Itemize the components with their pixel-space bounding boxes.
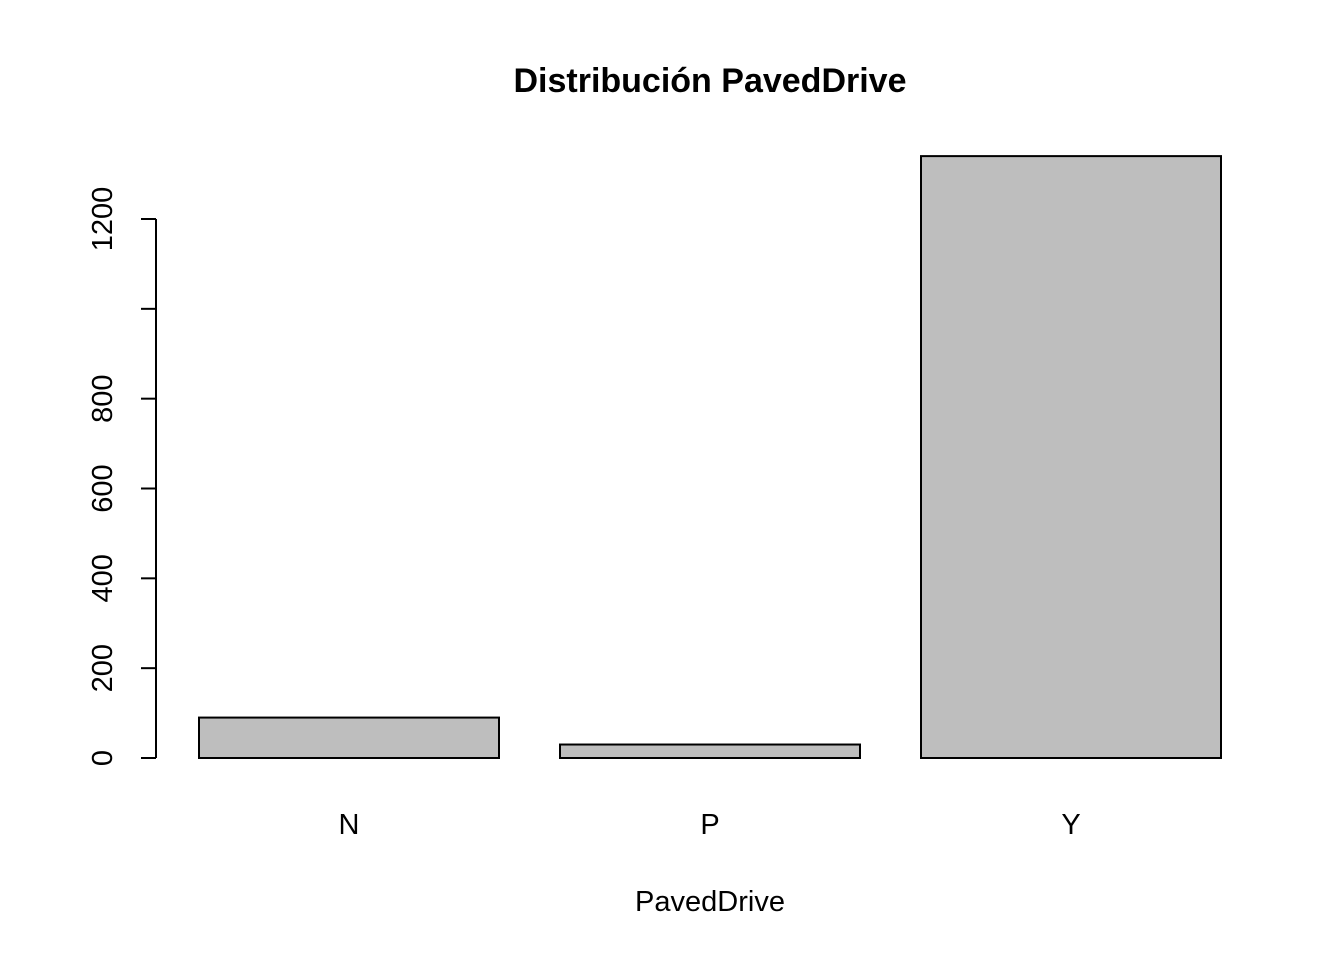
y-axis: 0 200 400 600 800 1200: [87, 187, 157, 766]
y-tick-label: 400: [87, 554, 119, 602]
y-tick-label: 1200: [87, 187, 119, 252]
x-tick-label: N: [339, 809, 360, 841]
bar-P: [559, 743, 861, 760]
x-tick-label: P: [700, 809, 719, 841]
y-tick-label: 800: [87, 374, 119, 422]
x-tick-label: Y: [1061, 809, 1080, 841]
chart-title: Distribución PavedDrive: [513, 62, 906, 100]
bar-Y: [920, 155, 1222, 760]
y-tick-label: 200: [87, 644, 119, 692]
y-tick-label: 600: [87, 464, 119, 512]
bar-N: [198, 716, 500, 760]
x-axis-label: PavedDrive: [635, 886, 785, 918]
y-tick-label: 0: [87, 750, 119, 766]
bars: [198, 155, 1222, 760]
